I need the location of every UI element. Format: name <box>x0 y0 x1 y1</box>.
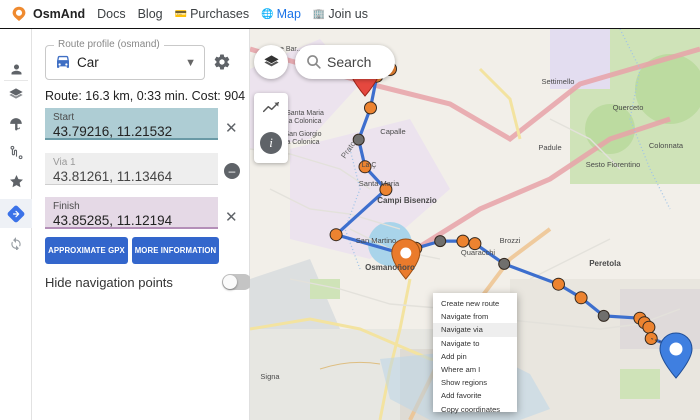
svg-text:Signa: Signa <box>260 372 280 381</box>
svg-text:La Ç: La Ç <box>362 162 377 169</box>
svg-text:Osmanoñoro: Osmanoñoro <box>365 263 415 272</box>
svg-text:Santa Maria: Santa Maria <box>286 110 324 117</box>
svg-text:Campi Bisenzio: Campi Bisenzio <box>377 196 437 205</box>
svg-text:Colonnata: Colonnata <box>649 141 684 150</box>
svg-text:Peretola: Peretola <box>589 259 621 268</box>
svg-text:Sesto Fiorentino: Sesto Fiorentino <box>586 160 641 169</box>
svg-text:Padule: Padule <box>538 143 561 152</box>
svg-text:Brozzi: Brozzi <box>500 236 521 245</box>
svg-text:San Martino: San Martino <box>356 236 396 245</box>
svg-text:San Giorgio: San Giorgio <box>285 131 322 138</box>
svg-text:Settimello: Settimello <box>542 77 575 86</box>
svg-text:Quaracchi: Quaracchi <box>461 248 496 257</box>
svg-text:Santa Maria: Santa Maria <box>359 179 400 188</box>
svg-text:Querceto: Querceto <box>613 103 644 112</box>
svg-text:Capalle: Capalle <box>380 127 405 136</box>
svg-text:a Colonica: a Colonica <box>288 118 321 125</box>
svg-text:a Colonica: a Colonica <box>286 139 319 146</box>
